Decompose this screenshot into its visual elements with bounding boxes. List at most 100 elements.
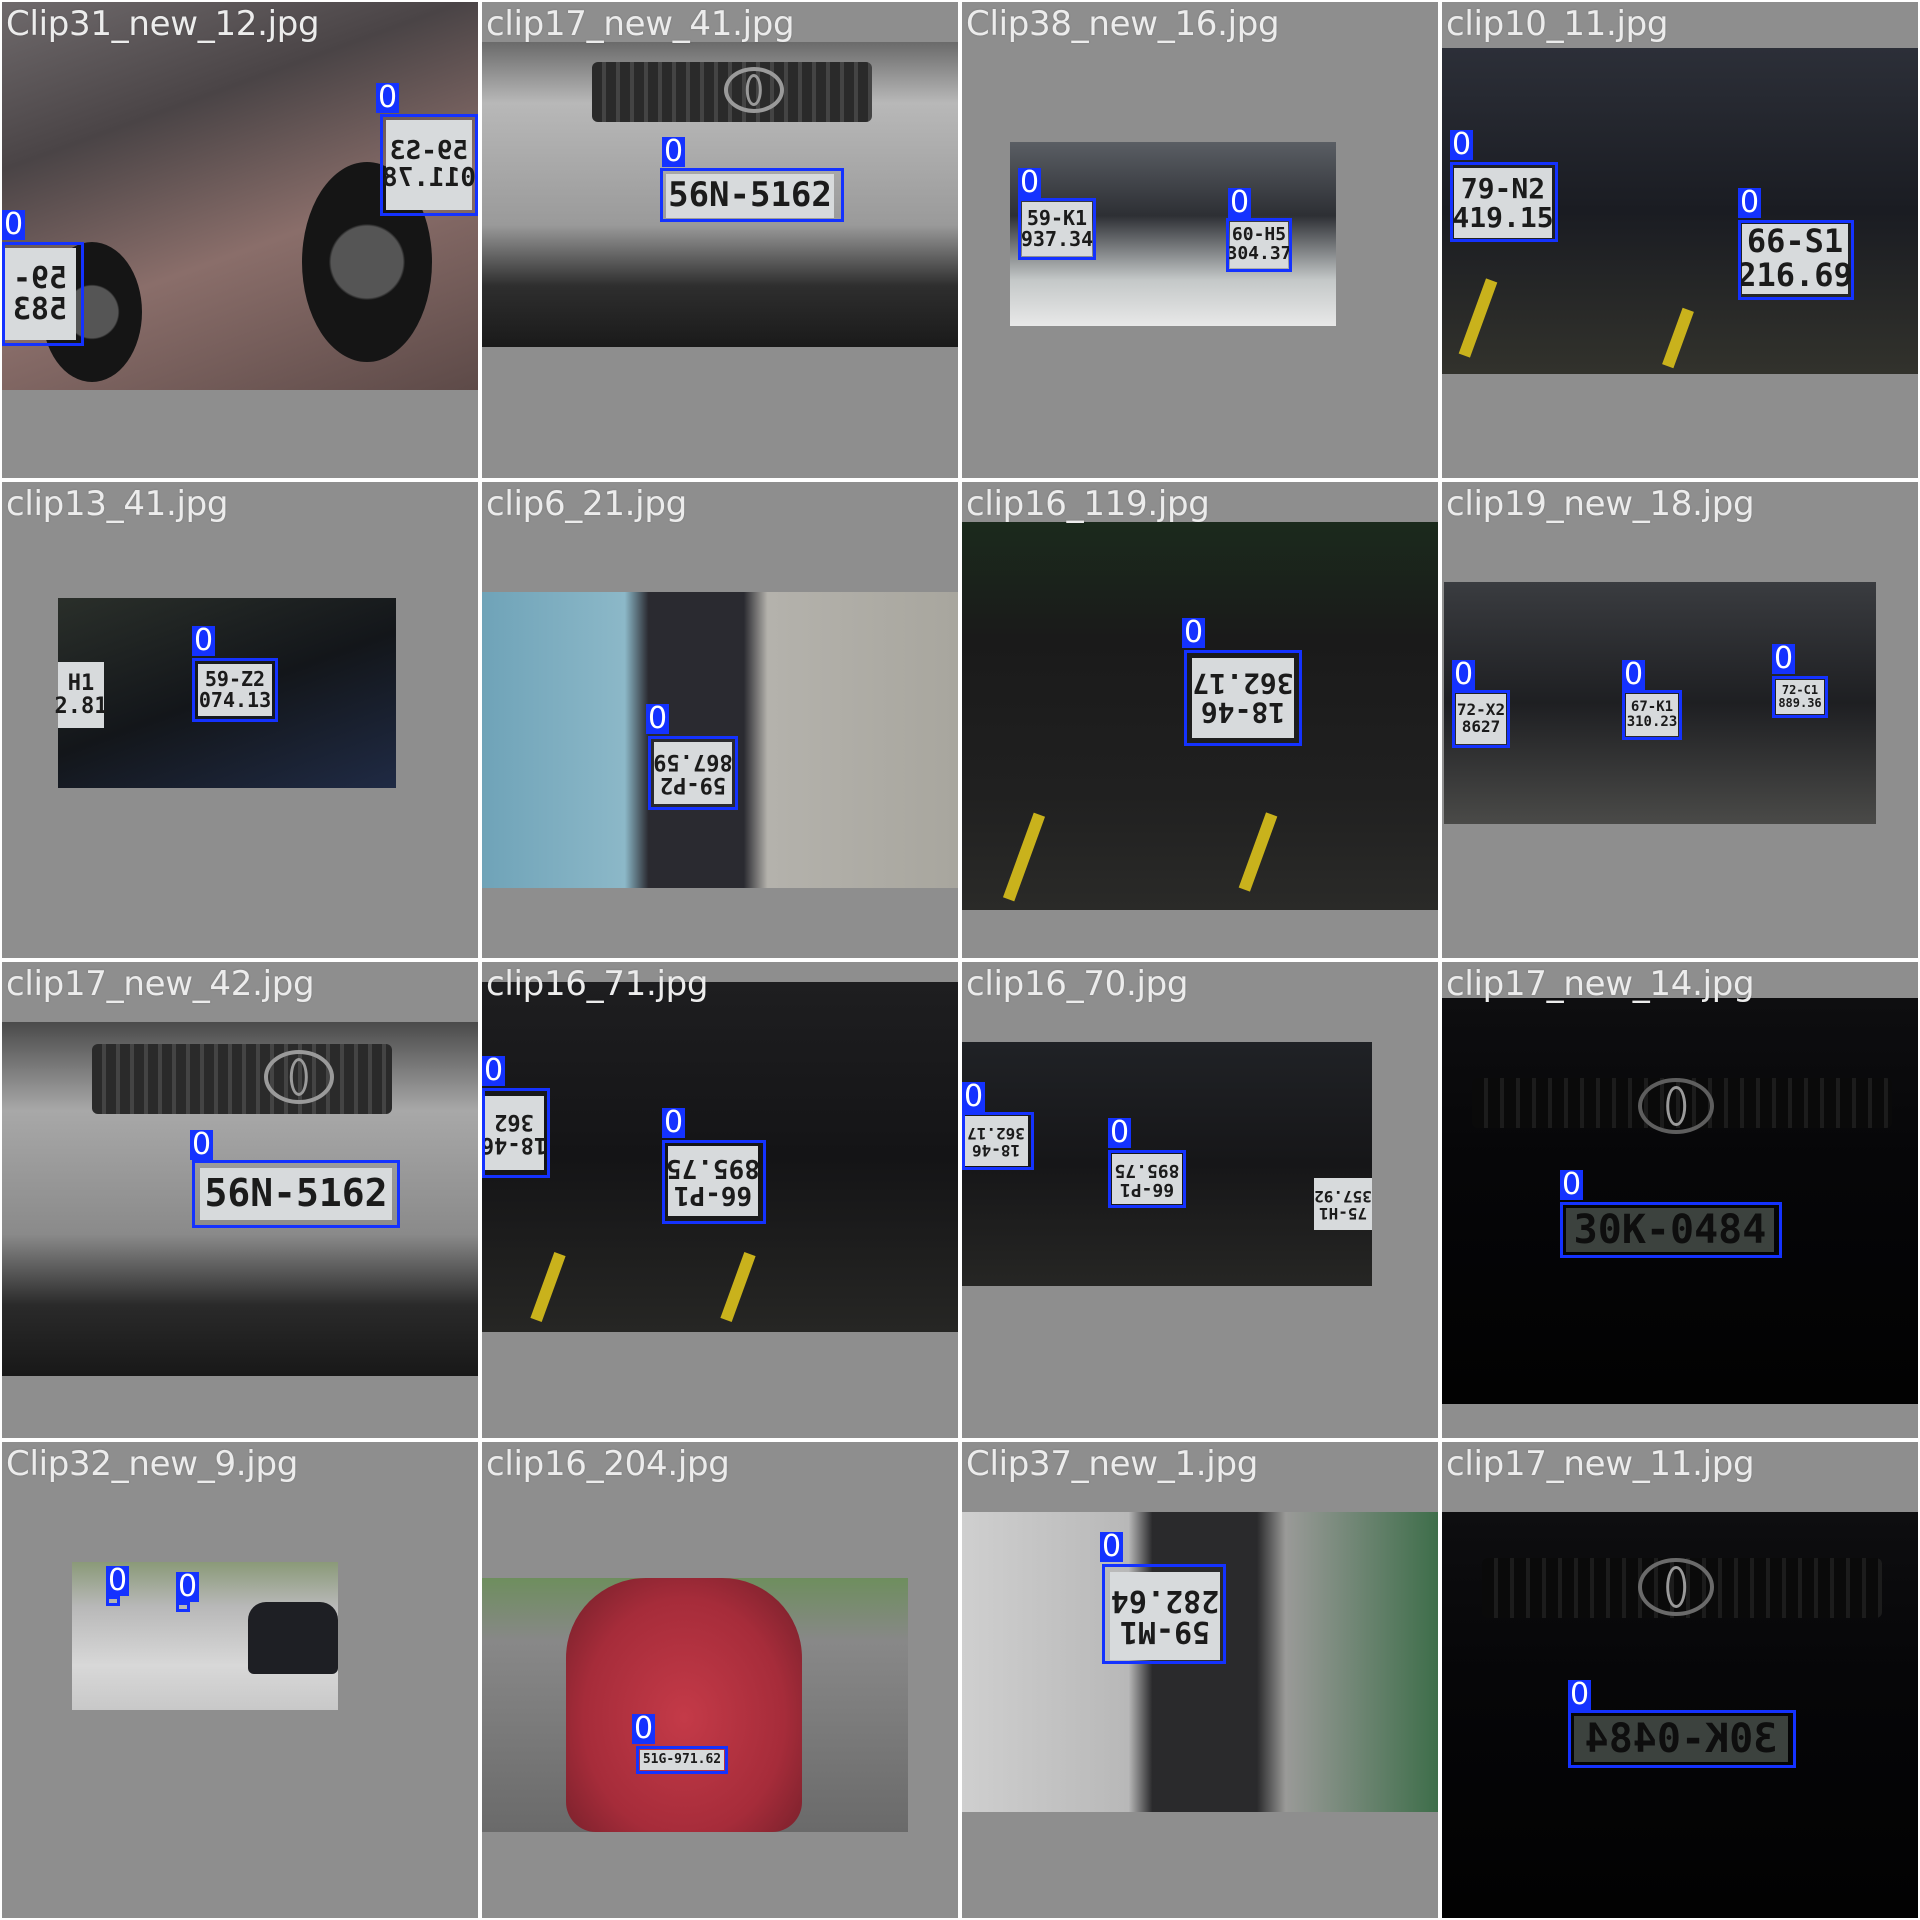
detection-box bbox=[192, 1160, 400, 1228]
detection-box bbox=[192, 658, 278, 722]
image-filename: clip19_new_18.jpg bbox=[1446, 484, 1755, 524]
license-plate: 79-N2 419.15 bbox=[1452, 168, 1554, 238]
car-logo bbox=[1638, 1078, 1714, 1134]
detection-box bbox=[2, 242, 84, 346]
image-filename: clip13_41.jpg bbox=[6, 484, 229, 524]
detection-class-label: 0 bbox=[632, 1711, 656, 1746]
grid-cell: 56N-5162 0 clip17_new_41.jpg bbox=[482, 2, 958, 478]
license-plate: 59-K1 937.34 bbox=[1021, 202, 1093, 256]
detection-class-label: 0 bbox=[1182, 615, 1206, 650]
detection-box bbox=[660, 168, 844, 222]
image-filename: clip16_71.jpg bbox=[486, 964, 709, 1004]
grid-cell: 59-P2 867.59 0 clip6_21.jpg bbox=[482, 482, 958, 958]
detection-class-label: 0 bbox=[190, 1127, 214, 1162]
image-filename: Clip31_new_12.jpg bbox=[6, 4, 320, 44]
image-filename: clip17_new_14.jpg bbox=[1446, 964, 1755, 1004]
license-plate: 72-X2 8627 bbox=[1456, 694, 1506, 744]
grid-cell: 18-46 362 0 66-P1 895.75 0 clip16_71.jpg bbox=[482, 962, 958, 1438]
detection-class-label: 0 bbox=[192, 623, 216, 658]
license-plate: 66-S1 216.69 bbox=[1737, 222, 1853, 294]
license-plate: 75-H1 357.92 bbox=[1314, 1178, 1372, 1230]
detection-box bbox=[1450, 162, 1558, 242]
detection-class-label: 0 bbox=[1108, 1115, 1132, 1150]
detection-class-label: 0 bbox=[106, 1563, 130, 1598]
image-filename: clip16_204.jpg bbox=[486, 1444, 730, 1484]
grid-cell: 56N-5162 0 clip17_new_42.jpg bbox=[2, 962, 478, 1438]
detection-class-label: 0 bbox=[376, 80, 400, 115]
license-plate: H1 2.81 bbox=[55, 662, 108, 728]
car-silhouette bbox=[248, 1602, 338, 1674]
detection-class-label: 0 bbox=[662, 1105, 686, 1140]
detection-box bbox=[1452, 690, 1510, 748]
red-car bbox=[566, 1578, 802, 1832]
image-filename: clip10_11.jpg bbox=[1446, 4, 1669, 44]
detection-class-label: 0 bbox=[2, 207, 26, 242]
floor-stripe bbox=[1002, 812, 1046, 902]
detection-box bbox=[1560, 1202, 1782, 1258]
detection-box bbox=[1622, 690, 1682, 740]
detection-box bbox=[1184, 650, 1302, 746]
detection-box bbox=[106, 1596, 120, 1606]
license-plate: 56N-5162 bbox=[200, 1168, 392, 1220]
detection-class-label: 0 bbox=[482, 1053, 506, 1088]
detection-class-label: 0 bbox=[176, 1569, 200, 1604]
grid-cell: 18-46 362.17 0 clip16_119.jpg bbox=[962, 482, 1438, 958]
detection-class-label: 0 bbox=[1228, 185, 1252, 220]
detection-box bbox=[482, 1088, 550, 1178]
image-filename: clip6_21.jpg bbox=[486, 484, 687, 524]
image-filename: Clip32_new_9.jpg bbox=[6, 1444, 299, 1484]
floor-stripe bbox=[1238, 812, 1278, 892]
detection-class-label: 0 bbox=[1560, 1167, 1584, 1202]
image-filename: clip17_new_42.jpg bbox=[6, 964, 315, 1004]
detection-box bbox=[962, 1112, 1034, 1170]
detection-class-label: 0 bbox=[1100, 1529, 1124, 1564]
cell-photo bbox=[482, 592, 958, 888]
detection-box bbox=[1018, 198, 1096, 260]
image-filename: clip16_70.jpg bbox=[966, 964, 1189, 1004]
floor-stripe bbox=[530, 1252, 566, 1322]
detection-box bbox=[1102, 1564, 1226, 1664]
license-plate: 59-Z2 074.13 bbox=[198, 664, 272, 716]
detection-box bbox=[1568, 1710, 1796, 1768]
detection-class-label: 0 bbox=[962, 1079, 986, 1114]
detection-class-label: 0 bbox=[1018, 165, 1042, 200]
detection-box bbox=[662, 1140, 766, 1224]
detection-class-label: 0 bbox=[1568, 1677, 1592, 1712]
cell-photo bbox=[482, 1578, 908, 1832]
license-plate: 60-H5 304.37 bbox=[1226, 222, 1292, 268]
cell-photo bbox=[482, 42, 958, 347]
detection-box bbox=[176, 1602, 190, 1612]
license-plate: 30K-0484 bbox=[1566, 1208, 1774, 1252]
car-grille bbox=[92, 1044, 392, 1114]
car-logo bbox=[1638, 1558, 1714, 1616]
grid-cell: 59-K1 937.34 0 60-H5 304.37 0 Clip38_new… bbox=[962, 2, 1438, 478]
grid-cell: 79-N2 419.15 0 66-S1 216.69 0 clip10_11.… bbox=[1442, 2, 1918, 478]
grid-cell: 18-46 362.17 0 66-P1 895.75 0 75-H1 357.… bbox=[962, 962, 1438, 1438]
grid-cell: 59-M1 282.64 0 Clip37_new_1.jpg bbox=[962, 1442, 1438, 1918]
grid-cell: 0 0 Clip32_new_9.jpg bbox=[2, 1442, 478, 1918]
detection-class-label: 0 bbox=[1450, 127, 1474, 162]
car-logo bbox=[264, 1050, 334, 1104]
detection-box bbox=[1738, 220, 1854, 300]
cell-photo bbox=[1442, 998, 1918, 1404]
image-filename: Clip37_new_1.jpg bbox=[966, 1444, 1259, 1484]
floor-stripe bbox=[720, 1252, 756, 1322]
car-logo bbox=[724, 67, 784, 113]
license-plate: 72-C1 889.36 bbox=[1776, 680, 1824, 714]
grid-cell: 72-X2 8627 0 67-K1 310.23 0 72-C1 889.36… bbox=[1442, 482, 1918, 958]
cell-photo bbox=[1442, 1512, 1918, 1918]
detection-class-label: 0 bbox=[1772, 641, 1796, 676]
detection-box bbox=[648, 736, 738, 810]
grid-cell: 59-S3 011.78 0 59- 583 0 Clip31_new_12.j… bbox=[2, 2, 478, 478]
license-plate: 56N-5162 bbox=[666, 174, 834, 218]
detection-class-label: 0 bbox=[1452, 657, 1476, 692]
detection-box bbox=[1226, 218, 1292, 272]
license-plate: 67-K1 310.23 bbox=[1626, 694, 1678, 736]
grid-cell: 30K-0484 0 clip17_new_14.jpg bbox=[1442, 962, 1918, 1438]
image-filename: clip17_new_11.jpg bbox=[1446, 1444, 1755, 1484]
grid-cell: H1 2.81 59-Z2 074.13 0 clip13_41.jpg bbox=[2, 482, 478, 958]
detection-box bbox=[1108, 1150, 1186, 1208]
floor-stripe bbox=[1662, 307, 1694, 369]
detection-class-label: 0 bbox=[1622, 657, 1646, 692]
detection-class-label: 0 bbox=[662, 134, 686, 169]
